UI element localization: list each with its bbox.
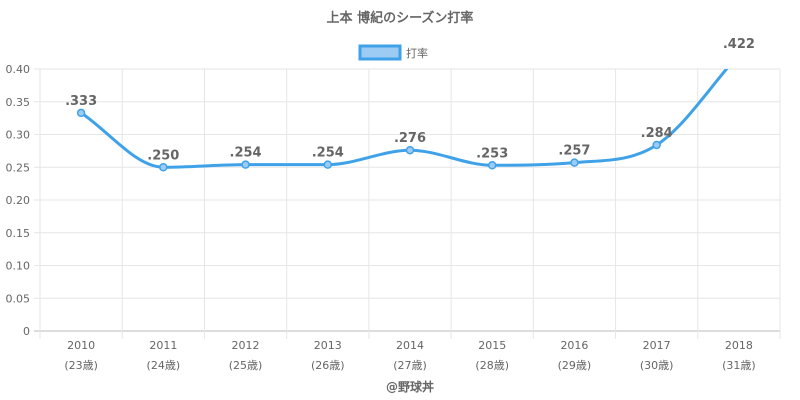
- x-tick-sublabel: (24歳): [147, 359, 181, 372]
- credit-text: @野球丼: [386, 379, 434, 394]
- data-label: .276: [394, 131, 426, 146]
- data-point: [323, 160, 333, 169]
- data-label: .254: [230, 146, 262, 161]
- y-tick-label: 0.10: [6, 260, 31, 273]
- legend[interactable]: 打率: [358, 44, 428, 61]
- x-tick-sublabel: (30歳): [640, 359, 674, 372]
- data-point: [241, 160, 250, 169]
- data-point: [570, 158, 579, 167]
- y-tick-label: 0.25: [6, 161, 31, 174]
- x-tick-label: 2011: [149, 339, 177, 352]
- y-tick-label: 0.40: [6, 63, 31, 76]
- y-tick-label: 0.20: [6, 194, 31, 207]
- x-tick-sublabel: (23歳): [64, 359, 98, 372]
- data-label: .254: [312, 146, 344, 161]
- x-tick-sublabel: (26歳): [311, 359, 345, 372]
- data-point: [76, 108, 86, 118]
- data-label: .250: [147, 148, 179, 163]
- grid: [34, 68, 781, 339]
- data-label: .257: [558, 144, 590, 159]
- chart-title: 上本 博紀のシーズン打率: [327, 10, 474, 26]
- y-axis: 0 0.05 0.10 0.15 0.20 0.25 0.30 0.35 0.40: [6, 63, 31, 338]
- data-label: .253: [476, 146, 508, 161]
- legend-label: 打率: [406, 46, 428, 60]
- x-tick-label: 2017: [643, 339, 671, 352]
- x-tick-sublabel: (27歳): [393, 359, 427, 372]
- y-tick-label: 0.30: [6, 129, 31, 142]
- x-tick-label: 2013: [314, 339, 342, 352]
- y-tick-label: 0.35: [6, 96, 31, 109]
- x-tick-label: 2015: [478, 339, 506, 352]
- x-axis: 2010 (23歳) 2011 (24歳) 2012 (25歳) 2013 (26歳) 2014…: [64, 339, 755, 372]
- x-tick-label: 2010: [67, 339, 95, 352]
- data-point: [159, 163, 168, 172]
- data-point: [652, 140, 661, 150]
- legend-swatch: [358, 44, 402, 61]
- data-label: .333: [65, 94, 97, 109]
- x-tick-label: 2014: [396, 339, 424, 352]
- data-point: [405, 145, 415, 155]
- x-tick-sublabel: (28歳): [475, 359, 509, 372]
- data-label: .284: [641, 126, 673, 141]
- data-label: .422: [723, 37, 755, 52]
- y-tick-label: 0.15: [6, 227, 31, 240]
- x-tick-sublabel: (25歳): [229, 359, 263, 372]
- x-tick-label: 2012: [232, 339, 260, 352]
- x-tick-label: 2018: [725, 339, 753, 352]
- data-point: [487, 161, 497, 170]
- x-tick-sublabel: (29歳): [558, 359, 592, 372]
- x-tick-sublabel: (31歳): [722, 359, 756, 372]
- y-tick-label: 0: [23, 325, 30, 338]
- data-points: [76, 108, 661, 172]
- data-labels: .333 .250 .254 .254 .276 .253 .257 .284 .422: [65, 37, 755, 163]
- y-tick-label: 0.05: [6, 292, 31, 305]
- x-tick-label: 2016: [560, 339, 588, 352]
